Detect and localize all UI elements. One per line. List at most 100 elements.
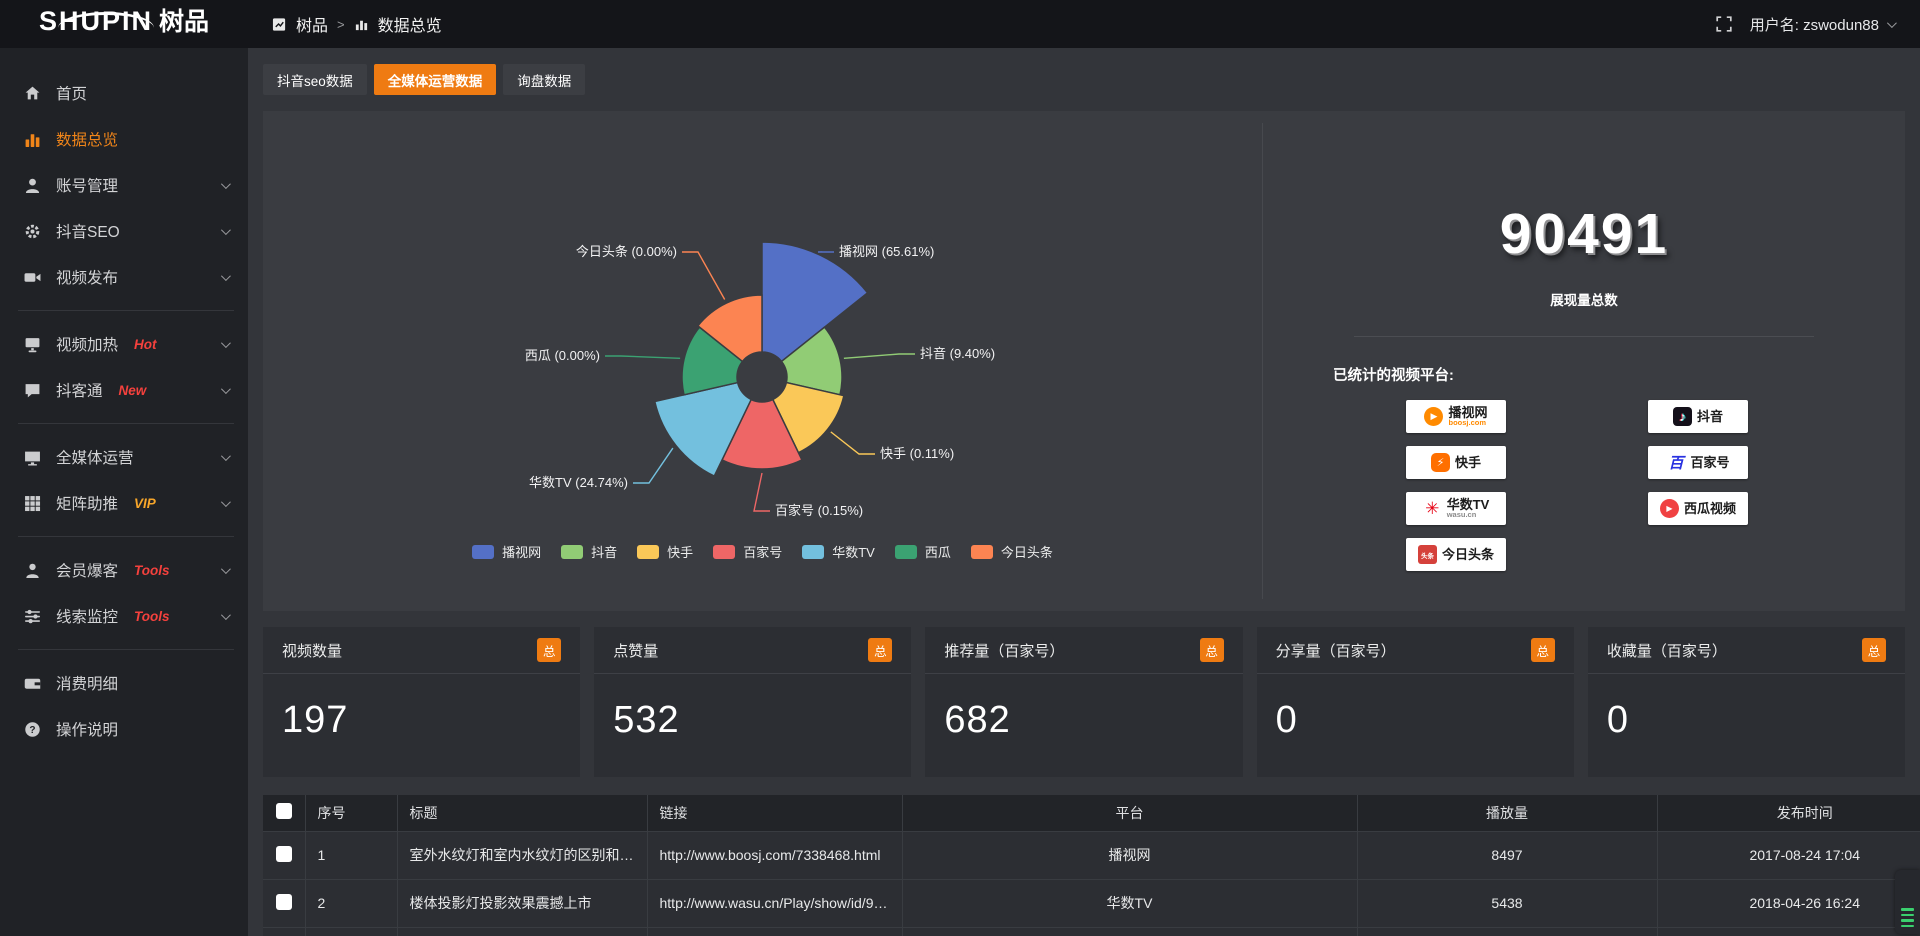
legend-swatch: [561, 544, 584, 559]
cell-time: 2017-08-24 17:04: [1656, 830, 1920, 880]
legend-item-4[interactable]: 百家号: [713, 542, 782, 561]
floating-widget[interactable]: [1895, 870, 1920, 934]
chat-icon: [24, 382, 41, 399]
platform-badge-baijiahao[interactable]: 百百家号: [1648, 446, 1748, 479]
sidebar-item-screen[interactable]: 视频加热 Hot: [0, 321, 248, 367]
cell-platform: 播视网: [901, 830, 1358, 880]
row-checkbox[interactable]: [275, 893, 292, 910]
select-all-checkbox[interactable]: [275, 803, 292, 820]
platform-badge-kuaishou[interactable]: ⚡ 快手: [1406, 446, 1506, 479]
platform-name: 西瓜视频: [1683, 500, 1736, 516]
breadcrumb-root[interactable]: 树品: [296, 18, 329, 35]
breadcrumb-root-icon: [272, 17, 287, 32]
column-header: 链接: [646, 795, 903, 832]
wallet-icon: [24, 675, 41, 692]
sidebar-item-label: 抖音SEO: [56, 224, 120, 241]
sidebar-item-sliders[interactable]: 线索监控 Tools: [0, 593, 248, 639]
platform-badge-toutiao[interactable]: 头条 今日头条: [1406, 538, 1506, 571]
total-badge[interactable]: 总: [868, 638, 893, 662]
sidebar-item-home[interactable]: 首页: [0, 70, 248, 116]
pie-slice-4[interactable]: [721, 398, 803, 470]
stat-card-2: 点赞量 总 532: [594, 627, 912, 777]
cell-title-link[interactable]: [396, 926, 648, 936]
cell-url-link[interactable]: [646, 926, 903, 936]
legend-item-6[interactable]: 西瓜: [894, 542, 951, 561]
platform-badge-boosj[interactable]: ▶ 播视网 boosj.com: [1406, 400, 1506, 433]
total-badge[interactable]: 总: [1530, 638, 1555, 662]
pie-label: 百家号 (0.15%): [775, 503, 863, 518]
platform-subtext: boosj.com: [1448, 418, 1486, 428]
total-badge[interactable]: 总: [1199, 638, 1224, 662]
legend-label: 今日头条: [1000, 545, 1053, 560]
legend-item-2[interactable]: 抖音: [561, 542, 617, 561]
bar-chart-icon: [24, 131, 41, 148]
platform-badge-wasu[interactable]: ✳ 华数TV wasu.cn: [1406, 492, 1506, 525]
total-badge[interactable]: 总: [537, 638, 562, 662]
platform-badge-douyin[interactable]: ♪ 抖音: [1648, 400, 1748, 433]
sidebar-item-label: 会员爆客: [56, 563, 119, 580]
fullscreen-icon[interactable]: [1716, 16, 1732, 32]
pie-label-line: [830, 431, 875, 455]
sidebar-item-tag: Tools: [134, 608, 170, 624]
screen-icon: [24, 336, 41, 353]
platform-name: 抖音: [1696, 408, 1723, 424]
chevron-down-icon: [220, 496, 231, 507]
sidebar-item-bar-chart[interactable]: 数据总览: [0, 116, 248, 162]
pie-slice-7[interactable]: [696, 294, 763, 363]
legend-item-3[interactable]: 快手: [637, 542, 693, 561]
pie-slice-5[interactable]: [653, 381, 753, 478]
stat-card-value: 0: [1275, 699, 1298, 741]
sidebar-item-chat[interactable]: 抖客通 New: [0, 367, 248, 413]
stat-card-header: 点赞量 总: [594, 627, 912, 674]
tab-2[interactable]: 全媒体运营数据: [373, 64, 497, 95]
total-badge[interactable]: 总: [1862, 638, 1887, 662]
stat-card-1: 视频数量 总 197: [263, 627, 581, 777]
legend-swatch: [713, 544, 736, 559]
column-header: 发布时间: [1656, 795, 1920, 832]
sidebar-item-person[interactable]: 会员爆客 Tools: [0, 547, 248, 593]
breadcrumb-current[interactable]: 数据总览: [377, 18, 442, 35]
platform-subtext: wasu.cn: [1446, 510, 1477, 520]
platform-name: 快手: [1454, 454, 1481, 470]
panel-divider: [1262, 123, 1263, 599]
stat-cards-row: 视频数量总 197 点赞量总 532 推荐量（百家号）总 682 分享量（百家号）总 0 收藏量…: [263, 627, 1906, 777]
rose-pie-svg[interactable]: 播视网 (65.61%) 抖音 (9.40%) 快手 (0.11%) 百家号 (0.1…: [263, 111, 1262, 611]
sidebar-item-user[interactable]: 账号管理: [0, 162, 248, 208]
sidebar-item-question[interactable]: ? 操作说明: [0, 706, 248, 752]
impressions-total-label: 展现量总数: [1550, 293, 1618, 308]
cell-title-link[interactable]: 室外水纹灯和室内水纹灯的区别和简介: [396, 830, 648, 880]
row-checkbox[interactable]: [275, 845, 292, 862]
stat-card-title: 推荐量（百家号）: [944, 642, 1065, 660]
cell-url-link[interactable]: http://www.wasu.cn/Play/show/id/952...: [646, 878, 903, 928]
logo-arc-decoration: [58, 11, 154, 28]
logo-text-en: SHUPIN: [38, 5, 153, 36]
sidebar-item-label: 消费明细: [56, 676, 119, 693]
kuaishou-logo-icon: ⚡: [1430, 453, 1450, 472]
cell-title-link[interactable]: 楼体投影灯投影效果震撼上市: [396, 878, 648, 928]
chevron-down-icon: [220, 450, 231, 461]
stat-card-value: 0: [1606, 699, 1629, 741]
logo-text-cn: 树品: [159, 7, 210, 36]
tab-3[interactable]: 询盘数据: [503, 64, 586, 95]
user-menu[interactable]: 用户名: zswodun88: [1750, 14, 1897, 35]
sidebar-item-gear[interactable]: 抖音SEO: [0, 208, 248, 254]
chevron-down-icon: [220, 383, 231, 394]
stat-card-title: 点赞量: [613, 642, 659, 660]
legend-item-5[interactable]: 华数TV: [802, 542, 875, 561]
pie-slice-1[interactable]: [761, 241, 869, 363]
legend-item-1[interactable]: 播视网: [472, 542, 541, 561]
column-header: 平台: [901, 795, 1358, 832]
sidebar-item-grid[interactable]: 矩阵助推 VIP: [0, 480, 248, 526]
sidebar-item-monitor[interactable]: 全媒体运营: [0, 434, 248, 480]
sidebar: 首页 数据总览 账号管理抖音SEO 视频发布视频加热 Hot 抖客通 New 全媒体运营 矩阵助…: [0, 48, 248, 936]
legend-item-7[interactable]: 今日头条: [970, 542, 1053, 561]
cell-url-link[interactable]: http://www.boosj.com/7338468.html: [646, 830, 903, 880]
sidebar-item-video-camera[interactable]: 视频发布: [0, 254, 248, 300]
baijiahao-logo-icon: 百: [1668, 455, 1684, 472]
column-header: 标题: [396, 795, 648, 832]
question-icon: ?: [24, 721, 41, 738]
platform-badge-xigua[interactable]: ▶ 西瓜视频: [1648, 492, 1748, 525]
tab-1[interactable]: 抖音seo数据: [263, 64, 367, 95]
pie-label-line: [605, 355, 681, 360]
sidebar-item-wallet[interactable]: 消费明细: [0, 660, 248, 706]
